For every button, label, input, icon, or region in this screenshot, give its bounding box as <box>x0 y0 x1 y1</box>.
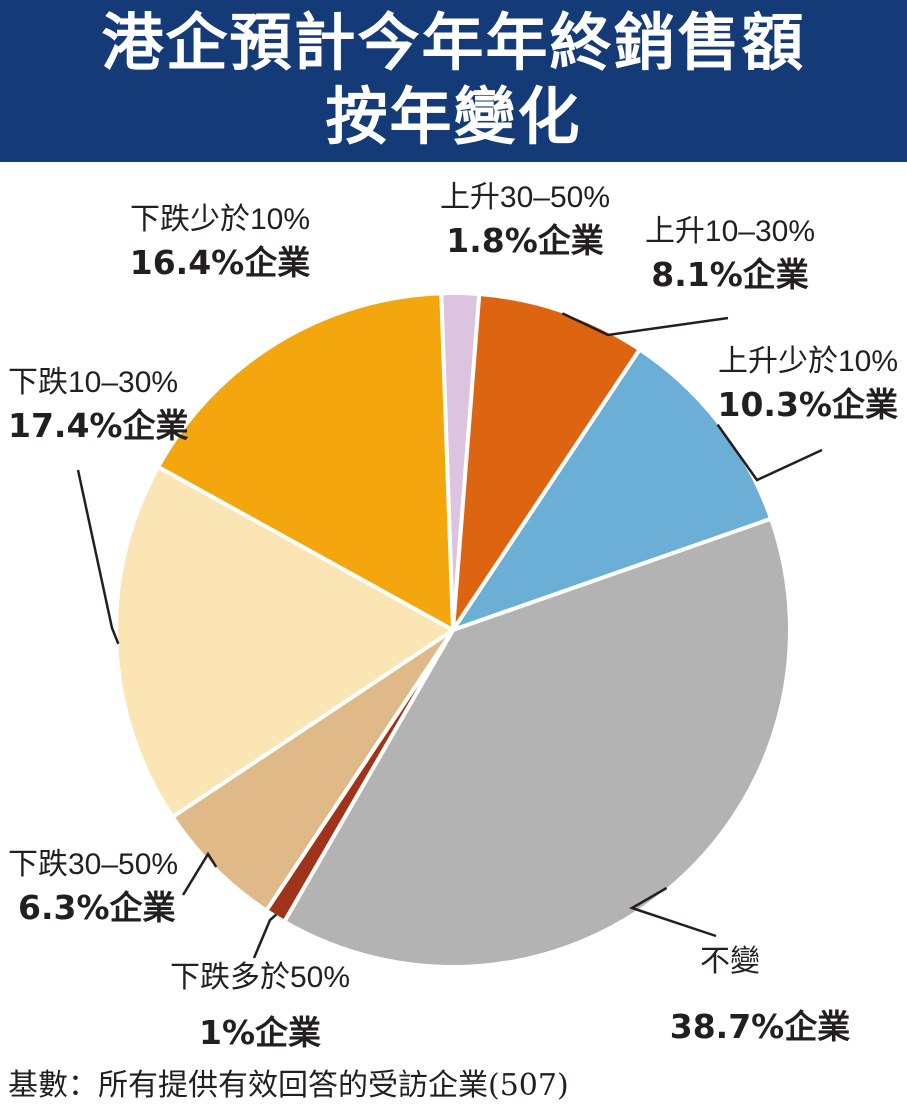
slice-value: 17.4%企業 <box>8 406 189 445</box>
slice-label-fall-10-30: 下跌10–30% 17.4%企業 <box>8 363 189 449</box>
slice-label-fall-under-10: 下跌少於10% 16.4%企業 <box>115 200 325 286</box>
slice-label-fall-30-50: 下跌30–50% 6.3%企業 <box>8 845 178 931</box>
pie-slice-6 <box>114 464 455 819</box>
pie-slice-2 <box>451 347 774 632</box>
slice-label-rise-under-10: 上升少於10% 10.3%企業 <box>700 342 899 428</box>
slice-name: 不變 <box>700 945 760 978</box>
title-banner: 港企預計今年年終銷售額 按年變化 <box>0 0 907 162</box>
slice-label-rise-10-30: 上升10–30% 8.1%企業 <box>635 212 825 298</box>
pie-slice-3 <box>282 516 792 969</box>
slice-name: 下跌多於50% <box>169 961 351 994</box>
slice-value: 8.1%企業 <box>651 255 809 294</box>
slice-label-unchanged: 不變 38.7%企業 <box>640 942 880 1050</box>
leader-line-2 <box>716 423 823 482</box>
slice-name: 下跌少於10% <box>129 203 311 236</box>
leader-line-4 <box>252 913 278 959</box>
pie-slice-5 <box>170 628 455 913</box>
chart-title-line1: 港企預計今年年終銷售額 <box>101 6 806 79</box>
leader-line-6 <box>76 469 120 645</box>
slice-value: 10.3%企業 <box>717 385 899 424</box>
pie-slice-7 <box>156 291 455 632</box>
slice-name: 上升30–50% <box>439 181 611 214</box>
slice-name: 上升10–30% <box>644 215 816 248</box>
leader-line-5 <box>181 851 218 896</box>
slice-label-fall-over-50: 下跌多於50% 1%企業 <box>160 958 360 1056</box>
slice-name: 上升少於10% <box>717 345 898 378</box>
slice-name: 下跌10–30% <box>8 366 179 399</box>
leader-line-3 <box>628 886 717 938</box>
slice-name: 下跌30–50% <box>8 848 179 881</box>
leader-line-1 <box>561 312 729 337</box>
slice-value: 1%企業 <box>198 1013 322 1052</box>
chart-title-line2: 按年變化 <box>325 80 582 153</box>
slice-value: 6.3%企業 <box>18 888 176 927</box>
slice-value: 38.7%企業 <box>669 1007 851 1046</box>
slice-value: 1.8%企業 <box>446 221 604 260</box>
pie-slice-1 <box>451 292 642 632</box>
slice-value: 16.4%企業 <box>129 243 311 282</box>
source-note: 基數：所有提供有效回答的受訪企業(507) <box>8 1068 569 1103</box>
slice-label-rise-30-50: 上升30–50% 1.8%企業 <box>430 178 620 264</box>
